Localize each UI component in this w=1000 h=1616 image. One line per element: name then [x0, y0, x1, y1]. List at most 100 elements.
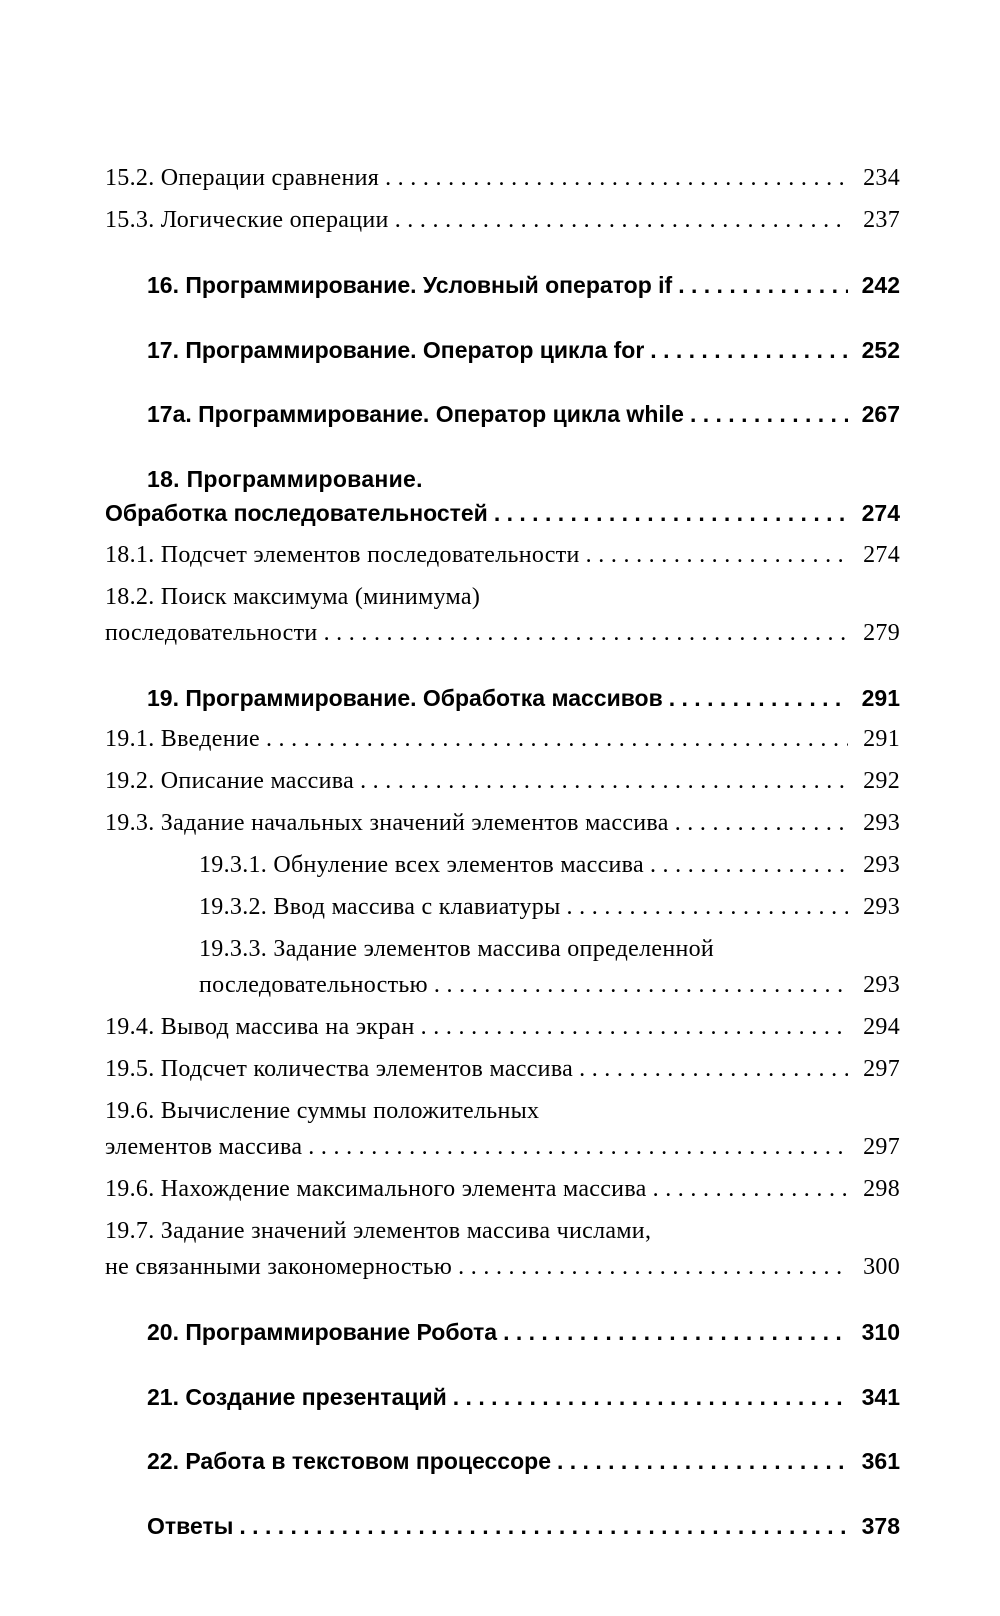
- dot-leader: . . . . . . . . . . . . . . . . . . . . …: [415, 1009, 848, 1045]
- toc-entry-wrap: 18. Программирование.: [105, 462, 900, 497]
- toc-entry: 20. Программирование Робота . . . . . . …: [105, 1315, 900, 1350]
- toc-label: 19.4. Вывод массива на экран: [105, 1009, 415, 1045]
- toc-label: последовательности: [105, 615, 318, 651]
- toc-label: 22. Работа в текстовом процессоре: [147, 1444, 551, 1479]
- toc-label: 19.6. Нахождение максимального элемента …: [105, 1171, 647, 1207]
- toc-entry: 16. Программирование. Условный оператор …: [105, 268, 900, 303]
- toc-entry: последовательности . . . . . . . . . . .…: [105, 615, 900, 651]
- toc-entry: 19.2. Описание массива . . . . . . . . .…: [105, 763, 900, 799]
- toc-label: Обработка последовательностей: [105, 496, 488, 531]
- toc-page-number: 274: [848, 496, 900, 531]
- toc-label: 19. Программирование. Обработка массивов: [147, 681, 663, 716]
- toc-page-number: 252: [848, 333, 900, 368]
- dot-leader: . . . . . . . . . . . . . . . . . . . . …: [260, 721, 848, 757]
- toc-entry: Обработка последовательностей . . . . . …: [105, 496, 900, 531]
- dot-leader: . . . . . . . . . . . . . . . . . . . . …: [488, 496, 848, 531]
- toc-page-number: 293: [848, 847, 900, 883]
- toc-label: 19.1. Введение: [105, 721, 260, 757]
- dot-leader: . . . . . . . . . . . . . . . . . . . . …: [452, 1249, 848, 1285]
- toc-label: 17а. Программирование. Оператор цикла wh…: [147, 397, 684, 432]
- toc-label: Ответы: [147, 1509, 233, 1544]
- dot-leader: . . . . . . . . . . . . . . . . . . . . …: [644, 333, 848, 368]
- toc-page-number: 274: [848, 537, 900, 573]
- dot-leader: . . . . . . . . . . . . . . . . . . . . …: [647, 1171, 848, 1207]
- toc-page-number: 291: [848, 721, 900, 757]
- dot-leader: . . . . . . . . . . . . . . . . . . . . …: [302, 1129, 848, 1165]
- toc-page-number: 291: [848, 681, 900, 716]
- dot-leader: . . . . . . . . . . . . . . . . . . . . …: [497, 1315, 848, 1350]
- toc-entry: 17. Программирование. Оператор цикла for…: [105, 333, 900, 368]
- toc-page-number: 293: [848, 967, 900, 1003]
- toc-page-number: 341: [848, 1380, 900, 1415]
- toc-list: 15.2. Операции сравнения . . . . . . . .…: [105, 160, 900, 1543]
- toc-entry: последовательностью . . . . . . . . . . …: [105, 967, 900, 1003]
- toc-label: 15.2. Операции сравнения: [105, 160, 379, 196]
- toc-page-number: 237: [848, 202, 900, 238]
- dot-leader: . . . . . . . . . . . . . . . . . . . . …: [580, 537, 848, 573]
- toc-label: 19.3.1. Обнуление всех элементов массива: [199, 847, 644, 883]
- toc-entry: 17а. Программирование. Оператор цикла wh…: [105, 397, 900, 432]
- toc-entry-wrap: 19.6. Вычисление суммы положительных: [105, 1093, 900, 1129]
- dot-leader: . . . . . . . . . . . . . . . . . . . . …: [561, 889, 848, 925]
- toc-page-number: 297: [848, 1129, 900, 1165]
- dot-leader: . . . . . . . . . . . . . . . . . . . . …: [389, 202, 848, 238]
- toc-page-number: 292: [848, 763, 900, 799]
- toc-page-number: 279: [848, 615, 900, 651]
- toc-entry: 15.3. Логические операции . . . . . . . …: [105, 202, 900, 238]
- toc-label: 19.7. Задание значений элементов массива…: [105, 1218, 651, 1244]
- toc-label: 19.5. Подсчет количества элементов масси…: [105, 1051, 573, 1087]
- dot-leader: . . . . . . . . . . . . . . . . . . . . …: [318, 615, 848, 651]
- toc-entry: 19.3. Задание начальных значений элемент…: [105, 805, 900, 841]
- toc-page-number: 298: [848, 1171, 900, 1207]
- toc-page-number: 242: [848, 268, 900, 303]
- toc-entry-wrap: 18.2. Поиск максимума (минимума): [105, 579, 900, 615]
- toc-page-number: 267: [848, 397, 900, 432]
- toc-entry: элементов массива . . . . . . . . . . . …: [105, 1129, 900, 1165]
- toc-entry-wrap: 19.7. Задание значений элементов массива…: [105, 1213, 900, 1249]
- toc-page: 15.2. Операции сравнения . . . . . . . .…: [0, 0, 1000, 1616]
- dot-leader: . . . . . . . . . . . . . . . . . . . . …: [428, 967, 848, 1003]
- dot-leader: . . . . . . . . . . . . . . . . . . . . …: [354, 763, 848, 799]
- dot-leader: . . . . . . . . . . . . . . . . . . . . …: [233, 1509, 848, 1544]
- dot-leader: . . . . . . . . . . . . . . . . . . . . …: [669, 805, 848, 841]
- dot-leader: . . . . . . . . . . . . . . . . . . . . …: [644, 847, 848, 883]
- toc-page-number: 234: [848, 160, 900, 196]
- toc-entry: 19.4. Вывод массива на экран . . . . . .…: [105, 1009, 900, 1045]
- toc-label: 15.3. Логические операции: [105, 202, 389, 238]
- toc-page-number: 361: [848, 1444, 900, 1479]
- toc-label: элементов массива: [105, 1129, 302, 1165]
- toc-page-number: 293: [848, 805, 900, 841]
- toc-page-number: 297: [848, 1051, 900, 1087]
- toc-page-number: 378: [848, 1509, 900, 1544]
- toc-label: 17. Программирование. Оператор цикла for: [147, 333, 644, 368]
- toc-page-number: 294: [848, 1009, 900, 1045]
- dot-leader: . . . . . . . . . . . . . . . . . . . . …: [379, 160, 848, 196]
- toc-page-number: 310: [848, 1315, 900, 1350]
- dot-leader: . . . . . . . . . . . . . . . . . . . . …: [684, 397, 848, 432]
- toc-label: 16. Программирование. Условный оператор …: [147, 268, 672, 303]
- toc-label: 19.6. Вычисление суммы положительных: [105, 1098, 539, 1124]
- toc-label: 18. Программирование.: [147, 466, 423, 492]
- toc-label: 21. Создание презентаций: [147, 1380, 447, 1415]
- dot-leader: . . . . . . . . . . . . . . . . . . . . …: [447, 1380, 848, 1415]
- toc-entry: 19.5. Подсчет количества элементов масси…: [105, 1051, 900, 1087]
- dot-leader: . . . . . . . . . . . . . . . . . . . . …: [663, 681, 848, 716]
- toc-label: 18.1. Подсчет элементов последовательнос…: [105, 537, 580, 573]
- toc-entry: не связанными закономерностью . . . . . …: [105, 1249, 900, 1285]
- toc-page-number: 300: [848, 1249, 900, 1285]
- toc-label: 19.3.2. Ввод массива с клавиатуры: [199, 889, 561, 925]
- toc-label: 19.3. Задание начальных значений элемент…: [105, 805, 669, 841]
- toc-page-number: 293: [848, 889, 900, 925]
- toc-label: не связанными закономерностью: [105, 1249, 452, 1285]
- toc-entry: 19.1. Введение . . . . . . . . . . . . .…: [105, 721, 900, 757]
- toc-entry: Ответы . . . . . . . . . . . . . . . . .…: [105, 1509, 900, 1544]
- toc-label: последовательностью: [199, 967, 428, 1003]
- toc-entry: 21. Создание презентаций . . . . . . . .…: [105, 1380, 900, 1415]
- toc-entry-wrap: 19.3.3. Задание элементов массива опреде…: [105, 931, 900, 967]
- toc-entry: 15.2. Операции сравнения . . . . . . . .…: [105, 160, 900, 196]
- toc-entry: 19.6. Нахождение максимального элемента …: [105, 1171, 900, 1207]
- toc-entry: 19.3.2. Ввод массива с клавиатуры . . . …: [105, 889, 900, 925]
- toc-entry: 19.3.1. Обнуление всех элементов массива…: [105, 847, 900, 883]
- dot-leader: . . . . . . . . . . . . . . . . . . . . …: [672, 268, 848, 303]
- toc-label: 20. Программирование Робота: [147, 1315, 497, 1350]
